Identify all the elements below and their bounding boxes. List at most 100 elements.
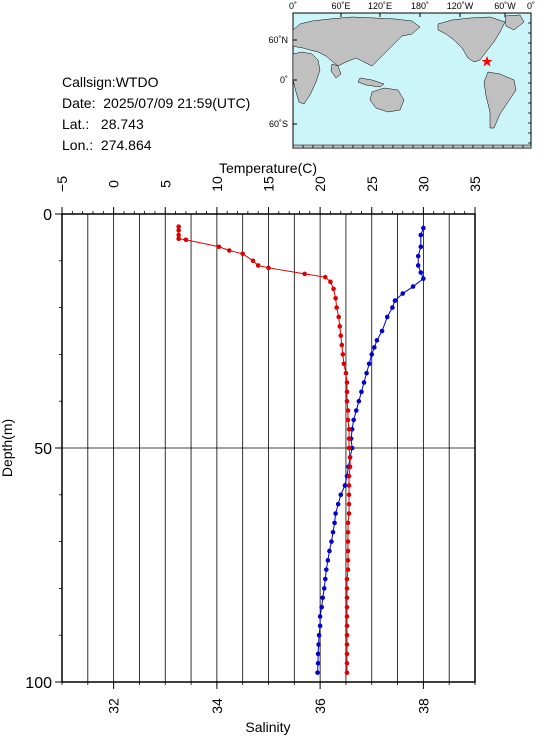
salinity-data-point <box>321 586 327 591</box>
australia-landmass <box>369 87 405 113</box>
temperature-data-point <box>345 539 351 544</box>
temperature-data-point <box>346 511 352 516</box>
salinity-data-point <box>361 380 367 385</box>
salinity-data-point <box>322 576 328 582</box>
salinity-tick-label: 38 <box>415 698 431 714</box>
eurasia-landmass <box>292 16 421 67</box>
salinity-data-point <box>342 483 348 488</box>
temperature-data-point <box>255 263 261 268</box>
temperature-tick-label: 20 <box>312 176 328 192</box>
salinity-data-point <box>353 408 359 413</box>
map-lat-tick-label: 60˚S <box>269 119 288 129</box>
temperature-data-point <box>176 236 181 242</box>
map-marker <box>481 56 493 67</box>
temperature-data-point <box>216 244 222 250</box>
temperature-data-point <box>322 274 328 280</box>
salinity-data-point <box>364 370 369 376</box>
salinity-data-point <box>333 511 338 516</box>
temperature-data-point <box>345 558 351 563</box>
lon-label: Lon.: <box>62 137 94 153</box>
lat-label: Lat.: <box>62 116 90 132</box>
salinity-data-point <box>330 529 336 535</box>
temperature-data-point <box>344 632 350 638</box>
lat-row: Lat.: 28.743 <box>62 114 250 135</box>
temperature-data-point <box>344 623 350 629</box>
india-landmass <box>330 63 342 79</box>
temperature-data-point <box>347 455 353 460</box>
lat-value: 28.743 <box>100 116 144 132</box>
temperature-data-point <box>346 436 352 441</box>
location-map: 0˚ 60˚E 120˚E 180˚ 120˚W 60˚W 0˚ 60˚N 0˚ 60˚S <box>268 1 535 149</box>
temperature-data-point <box>346 426 352 432</box>
date-row: Date: 2025/07/09 21:59(UTC) <box>62 93 250 114</box>
temperature-tick-label: 15 <box>261 176 277 192</box>
callsign-row: Callsign:WTDO <box>62 72 250 93</box>
temperature-data-point <box>344 660 350 666</box>
temperature-data-point <box>176 228 181 233</box>
temperature-data-point <box>343 370 349 376</box>
lon-value: 274.864 <box>100 137 152 153</box>
salinity-data-point <box>390 305 395 310</box>
temperature-data-point <box>344 595 350 601</box>
temperature-data-point <box>346 501 352 507</box>
map-lon-tick-label: 60˚W <box>494 1 516 11</box>
salinity-axis-label: Salinity <box>245 719 290 735</box>
depth-axis-label: Depth(m) <box>0 419 15 477</box>
depth-tick-label: 100 <box>25 675 52 692</box>
salinity-data-point <box>317 614 323 619</box>
temperature-data-point <box>337 324 343 329</box>
salinity-data-point <box>418 232 424 238</box>
salinity-data-point <box>317 623 323 629</box>
salinity-profile-line <box>317 227 424 673</box>
depth-tick-label: 0 <box>43 207 52 224</box>
temperature-data-point <box>346 483 352 488</box>
map-lon-tick-label: 0˚ <box>527 1 535 11</box>
salinity-data-point <box>351 417 356 423</box>
salinity-data-point <box>324 567 329 572</box>
salinity-data-point <box>359 389 364 395</box>
temperature-data-point <box>338 333 344 338</box>
salinity-data-point <box>384 314 390 320</box>
salinity-data-point <box>327 548 332 554</box>
salinity-data-point <box>415 253 421 259</box>
temperature-data-point <box>344 614 350 619</box>
temperature-data-point <box>176 224 181 229</box>
salinity-data-point <box>415 263 421 268</box>
salinity-data-point <box>338 492 344 498</box>
salinity-data-point <box>325 558 331 563</box>
temperature-data-point <box>331 286 336 292</box>
temperature-data-point <box>344 576 350 582</box>
indonesia-landmass <box>357 77 385 88</box>
map-lat-tick-label: 0˚ <box>280 75 288 85</box>
temperature-data-point <box>339 342 345 348</box>
temperature-data-point <box>344 380 350 385</box>
salinity-data-point <box>319 604 324 610</box>
temperature-data-point <box>344 389 350 395</box>
salinity-data-point <box>315 660 321 666</box>
north-america-landmass <box>437 16 506 63</box>
temperature-data-point <box>336 314 342 320</box>
temperature-tick-label: 5 <box>157 180 173 188</box>
temperature-data-point <box>240 251 245 257</box>
salinity-data-point <box>332 520 337 526</box>
temperature-axis-label: Temperature(C) <box>219 160 317 176</box>
temperature-data-point <box>341 361 347 367</box>
africa-landmass <box>292 51 321 105</box>
salinity-data-point <box>392 298 398 303</box>
salinity-data-point <box>335 501 341 507</box>
temperature-data-point <box>344 604 350 610</box>
temperature-tick-label: 0 <box>106 180 122 188</box>
salinity-data-point <box>329 539 334 544</box>
salinity-data-point <box>315 670 320 675</box>
greenland-landmass <box>504 14 525 31</box>
salinity-tick-label: 34 <box>209 698 225 714</box>
temperature-data-point <box>344 398 350 404</box>
salinity-data-point <box>372 345 377 350</box>
temperature-data-point <box>176 232 181 238</box>
temperature-data-point <box>346 492 352 498</box>
map-lon-tick-label: 60˚E <box>331 1 350 11</box>
map-lat-tick-label: 60˚N <box>268 35 288 45</box>
temperature-tick-label: 35 <box>467 176 483 192</box>
temperature-data-point <box>266 265 271 271</box>
